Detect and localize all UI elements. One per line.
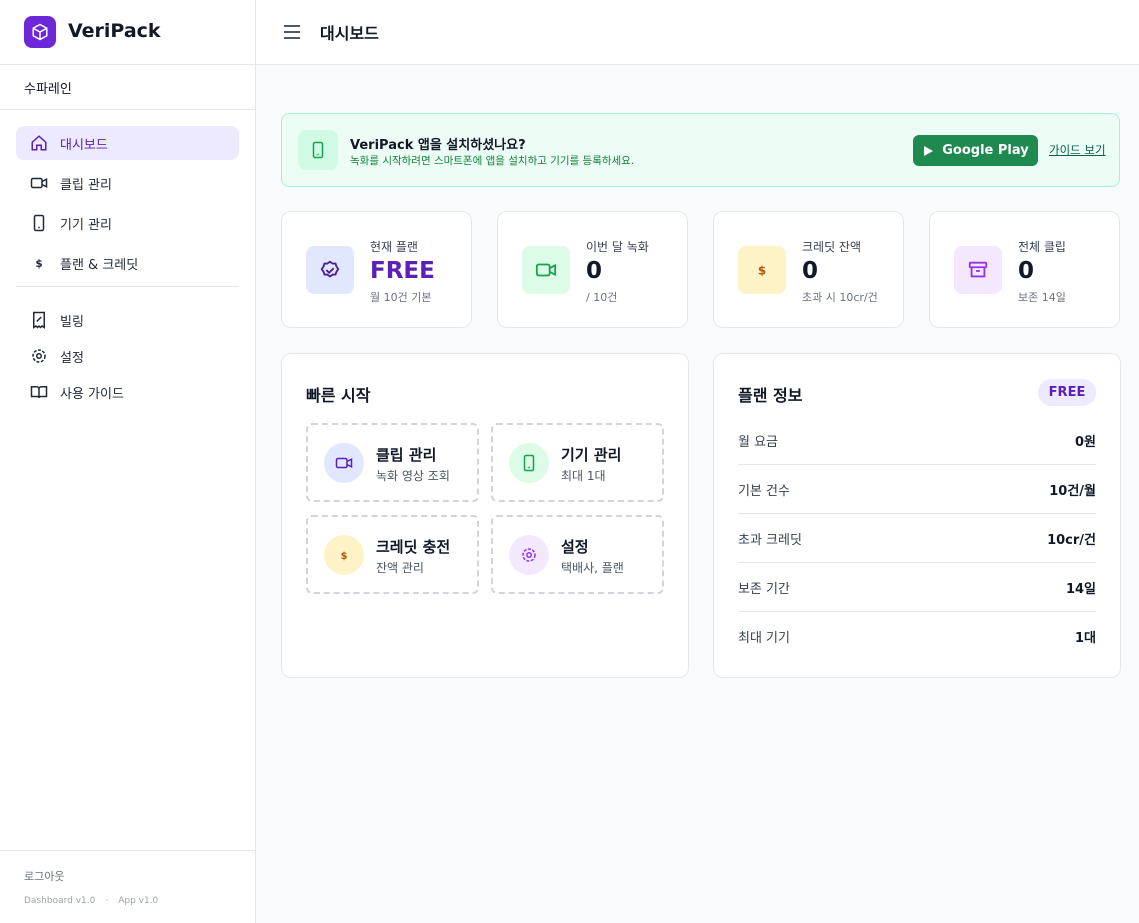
quick-title: 기기 관리 [561, 446, 622, 464]
nav-label: 기기 관리 [60, 217, 112, 233]
stat-sub: / 10건 [586, 291, 618, 304]
stat-icon [306, 246, 354, 294]
sidebar: VeriPack 수파레인 대시보드 클립 관리 기기 관리 $ 플랜 & 크레딧… [0, 0, 256, 923]
divider [16, 286, 239, 287]
brand: VeriPack [68, 20, 161, 42]
nav-item[interactable]: 기기 관리 [16, 206, 239, 240]
nav-label: 설정 [60, 350, 84, 366]
divider [0, 850, 255, 851]
card-title: 플랜 정보 [738, 386, 803, 405]
row-label: 월 요금 [738, 434, 779, 450]
separator: · [105, 896, 109, 906]
stat-card: 이번 달 녹화 0 / 10건 [497, 211, 688, 328]
nav-item[interactable]: 대시보드 [16, 126, 239, 160]
stat-sub: 월 10건 기본 [370, 291, 432, 304]
plan-row: 기본 건수 10건/월 [738, 465, 1096, 514]
button-label: Google Play [942, 143, 1029, 158]
nav-item[interactable]: 설정 [16, 339, 239, 373]
row-value: 0원 [1074, 434, 1096, 450]
row-value: 14일 [1065, 581, 1096, 597]
header: 대시보드 [256, 0, 1139, 65]
stat-value: 0 [586, 258, 603, 284]
svg-text:$: $ [35, 258, 42, 270]
quick-icon [324, 443, 364, 483]
stat-icon [522, 246, 570, 294]
nav-item[interactable]: $ 플랜 & 크레딧 [16, 246, 239, 280]
stat-card: 현재 플랜 FREE 월 10건 기본 [281, 211, 472, 328]
plan-row: 최대 기기 1대 [738, 612, 1096, 661]
row-label: 기본 건수 [738, 483, 790, 499]
row-value: 1대 [1074, 631, 1096, 646]
phone-icon [298, 130, 338, 170]
logout[interactable]: 로그아웃 [24, 870, 65, 883]
page-title: 대시보드 [320, 24, 379, 43]
svg-text:$: $ [341, 551, 348, 562]
version: Dashboard v1.0 [24, 896, 96, 906]
quick-icon [509, 535, 549, 575]
version: App v1.0 [118, 896, 159, 906]
company: 수파레인 [24, 82, 72, 97]
row-label: 최대 기기 [738, 631, 790, 646]
stat-value: 0 [1018, 258, 1035, 284]
google-play-button[interactable]: Google Play [913, 135, 1038, 166]
plan-row: 월 요금 0원 [738, 416, 1096, 465]
stat-card: 전체 클립 0 보존 14일 [929, 211, 1120, 328]
card-title: 빠른 시작 [306, 386, 371, 405]
guide-link[interactable]: 가이드 보기 [1049, 143, 1106, 157]
quick-sub: 녹화 영상 조회 [376, 469, 450, 483]
nav-label: 플랜 & 크레딧 [60, 257, 139, 273]
stat-label: 크레딧 잔액 [802, 240, 862, 254]
versions: Dashboard v1.0 · App v1.0 [24, 896, 168, 906]
divider [0, 64, 255, 65]
nav-label: 빌링 [60, 314, 84, 330]
row-value: 10cr/건 [1047, 532, 1096, 548]
quick-icon: $ [324, 535, 364, 575]
nav-item[interactable]: 빌링 [16, 303, 239, 337]
divider [0, 109, 255, 110]
nav-label: 대시보드 [60, 137, 108, 153]
plan-row: 초과 크레딧 10cr/건 [738, 514, 1096, 563]
plan-row: 보존 기간 14일 [738, 563, 1096, 612]
stat-value: FREE [370, 258, 435, 284]
svg-text:$: $ [758, 264, 766, 278]
logo[interactable] [24, 16, 56, 48]
row-value: 10건/월 [1049, 483, 1096, 499]
stat-icon [954, 246, 1002, 294]
banner-text: 녹화를 시작하려면 스마트폰에 앱을 설치하고 기기를 등록하세요. [350, 155, 635, 167]
quick-sub: 택배사, 플랜 [561, 561, 624, 575]
quick-sub: 잔액 관리 [376, 561, 424, 575]
stat-value: 0 [802, 258, 819, 284]
stat-sub: 보존 14일 [1018, 291, 1066, 304]
menu-button[interactable] [282, 22, 302, 42]
row-label: 초과 크레딧 [738, 532, 802, 548]
quick-title: 클립 관리 [376, 446, 437, 464]
stat-label: 현재 플랜 [370, 240, 418, 254]
stat-card: $ 크레딧 잔액 0 초과 시 10cr/건 [713, 211, 904, 328]
row-label: 보존 기간 [738, 581, 790, 597]
nav-item[interactable]: 사용 가이드 [16, 375, 239, 409]
stat-label: 이번 달 녹화 [586, 240, 649, 254]
banner-title: VeriPack 앱을 설치하셨나요? [350, 138, 526, 153]
quick-title: 크레딧 충전 [376, 538, 451, 556]
nav-item[interactable]: 클립 관리 [16, 166, 239, 200]
nav-label: 사용 가이드 [60, 386, 124, 402]
quick-sub: 최대 1대 [561, 469, 606, 483]
install-banner: VeriPack 앱을 설치하셨나요? 녹화를 시작하려면 스마트폰에 앱을 설… [281, 113, 1120, 187]
stat-label: 전체 클립 [1018, 240, 1066, 254]
stat-icon: $ [738, 246, 786, 294]
nav-label: 클립 관리 [60, 177, 112, 193]
quick-icon [509, 443, 549, 483]
plan-badge: FREE [1038, 379, 1096, 406]
stat-sub: 초과 시 10cr/건 [802, 291, 878, 304]
quick-title: 설정 [561, 538, 589, 556]
